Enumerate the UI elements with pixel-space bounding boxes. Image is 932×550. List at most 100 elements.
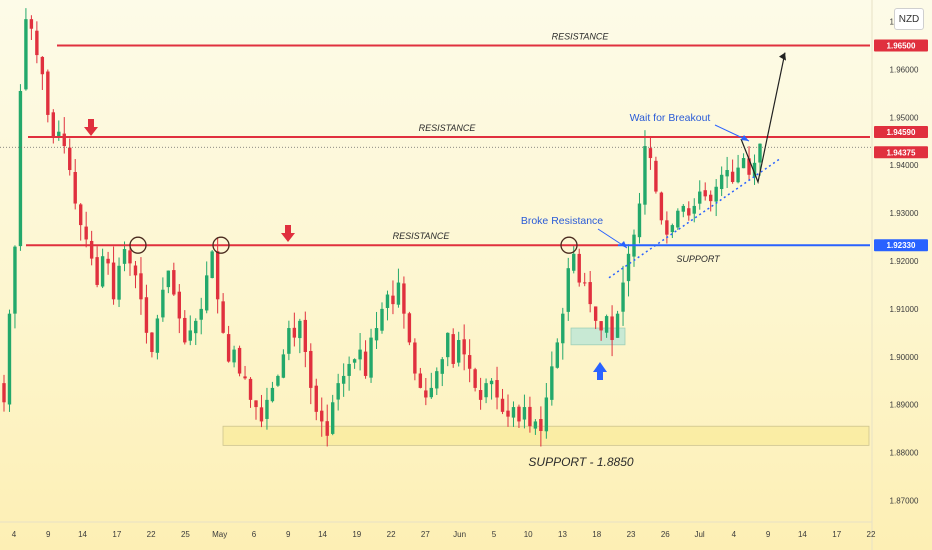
x-tick-label: 23 — [627, 530, 636, 539]
candle-body — [478, 390, 483, 400]
candle-body — [396, 282, 401, 305]
annotation-pointer-head — [620, 241, 627, 248]
candle-body — [347, 363, 351, 376]
annotation-wait-breakout: Wait for Breakout — [630, 112, 711, 124]
candle-body — [484, 383, 488, 398]
candle-body — [407, 313, 412, 343]
candle-body — [84, 226, 88, 240]
currency-badge[interactable]: NZD — [894, 8, 924, 30]
candle-body — [265, 399, 269, 419]
candle-body — [572, 253, 576, 271]
down-arrow-icon — [281, 225, 295, 242]
candle-body — [380, 308, 384, 331]
candle-body — [35, 30, 39, 56]
candle-body — [506, 410, 510, 417]
projection-path — [740, 52, 786, 185]
x-tick-label: 17 — [832, 530, 841, 539]
candle-body — [46, 71, 50, 115]
candle-body — [473, 369, 477, 388]
x-tick-label: 10 — [524, 530, 533, 539]
candle-body — [111, 262, 116, 300]
x-tick-label: 6 — [252, 530, 257, 539]
candle-body — [626, 253, 631, 282]
candle-body — [621, 282, 625, 312]
price-tag-label: 1.94590 — [887, 128, 916, 137]
candle-body — [517, 406, 521, 422]
candle-body — [226, 334, 231, 362]
x-tick-label: 18 — [592, 530, 601, 539]
candle-body — [659, 192, 664, 221]
candle-body — [215, 251, 220, 300]
candle-body — [2, 383, 6, 403]
candle-body — [276, 375, 280, 386]
candle-body — [29, 19, 34, 29]
price-tag — [874, 239, 928, 252]
candle-body — [40, 56, 45, 75]
candle-body — [533, 421, 538, 429]
candle-body — [593, 306, 598, 321]
candle-body — [670, 225, 675, 233]
candle-body — [183, 317, 187, 343]
y-tick-label: 1.87000 — [890, 496, 919, 505]
y-tick-label: 1.90000 — [890, 353, 919, 362]
candle-body — [676, 210, 680, 228]
x-tick-label: 17 — [112, 530, 121, 539]
candle-body — [194, 320, 198, 334]
level-label: RESISTANCE — [393, 231, 451, 241]
candle-body — [100, 256, 105, 287]
candle-body — [330, 402, 335, 434]
candle-body — [144, 297, 149, 333]
candle-body — [610, 316, 614, 341]
up-arrow-icon — [593, 362, 607, 380]
annotation-pointer-head — [741, 135, 749, 141]
candle-body — [320, 410, 324, 422]
x-tick-label: 9 — [46, 530, 51, 539]
x-tick-label: Jun — [453, 530, 466, 539]
candle-body — [703, 190, 707, 197]
candle-body — [139, 273, 143, 300]
x-tick-label: 4 — [732, 530, 737, 539]
candle-body — [725, 170, 729, 177]
candle-body — [18, 90, 23, 247]
candle-body — [363, 351, 368, 376]
candle-body — [62, 133, 66, 147]
candle-body — [298, 320, 302, 339]
x-tick-label: 9 — [286, 530, 291, 539]
candle-body — [719, 174, 724, 190]
candle-body — [369, 337, 373, 378]
y-tick-label: 1.91000 — [890, 305, 919, 314]
candle-body — [648, 148, 653, 159]
candle-body — [232, 349, 236, 363]
candle-body — [681, 205, 686, 212]
x-tick-label: 4 — [12, 530, 17, 539]
candle-body — [57, 131, 61, 137]
candle-body — [528, 406, 532, 427]
x-tick-label: May — [212, 530, 227, 539]
candle-body — [95, 257, 99, 285]
down-arrow-icon — [84, 119, 98, 136]
candle-body — [248, 378, 253, 400]
x-tick-label: 22 — [147, 530, 156, 539]
candle-body — [687, 208, 691, 216]
candle-body — [582, 282, 587, 284]
candle-body — [462, 339, 466, 355]
support-zone-label: SUPPORT - 1.8850 — [528, 455, 633, 469]
candle-body — [451, 334, 455, 364]
x-tick-label: 26 — [661, 530, 670, 539]
candle-body — [336, 383, 340, 400]
candle-body — [730, 171, 735, 182]
x-tick-label: 14 — [318, 530, 327, 539]
candle-body — [24, 19, 28, 90]
candle-body — [544, 397, 549, 432]
candle-body — [385, 294, 390, 308]
price-tag — [874, 39, 928, 52]
candle-body — [511, 407, 516, 418]
candle-body — [117, 265, 121, 300]
x-tick-label: 27 — [421, 530, 430, 539]
candle-body — [210, 251, 214, 279]
candle-body — [665, 220, 669, 235]
candle-body — [418, 373, 423, 388]
candle-body — [292, 327, 297, 338]
